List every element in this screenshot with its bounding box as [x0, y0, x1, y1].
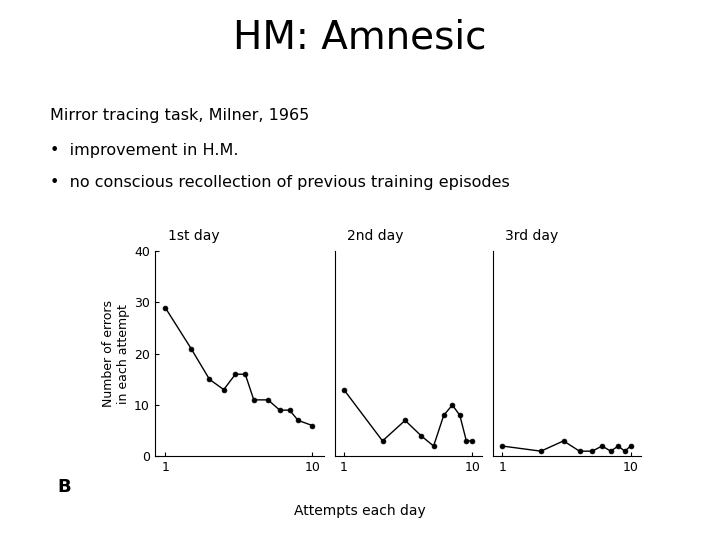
Text: •  no conscious recollection of previous training episodes: • no conscious recollection of previous …: [50, 176, 510, 191]
Y-axis label: Number of errors
in each attempt: Number of errors in each attempt: [102, 300, 130, 407]
Text: B: B: [58, 478, 71, 496]
Text: Attempts each day: Attempts each day: [294, 504, 426, 518]
Text: •  improvement in H.M.: • improvement in H.M.: [50, 143, 239, 158]
Text: 2nd day: 2nd day: [346, 229, 403, 243]
Text: 3rd day: 3rd day: [505, 229, 558, 243]
Text: HM: Amnesic: HM: Amnesic: [233, 19, 487, 57]
Text: 1st day: 1st day: [168, 229, 220, 243]
Text: Mirror tracing task, Milner, 1965: Mirror tracing task, Milner, 1965: [50, 108, 310, 123]
